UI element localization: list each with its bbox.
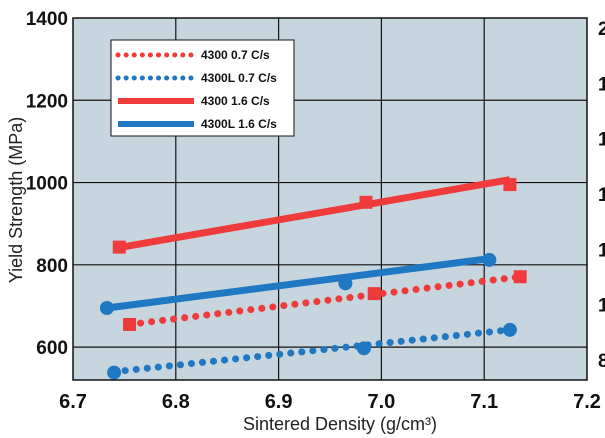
data-point-square (123, 317, 137, 331)
legend: 4300 0.7 C/s 4300L 0.7 C/s 4300 1.6 C/s 430… (110, 39, 295, 137)
right-tick-label: 1 (598, 130, 605, 151)
y-tick-label: 1000 (26, 174, 68, 195)
series-markers (99, 178, 527, 380)
data-point-square (359, 195, 373, 209)
right-tick-label: 1 (598, 74, 605, 95)
data-point-circle (356, 341, 371, 356)
data-point-square (503, 178, 517, 192)
x-axis-label: Sintered Density (g/cm³) (243, 414, 437, 434)
series-lines (106, 176, 524, 376)
right-tick-label: 1 (598, 240, 605, 261)
data-point-square (367, 287, 381, 301)
x-tick-label: 6.9 (265, 391, 293, 413)
data-point-circle (338, 276, 353, 291)
legend-label: 4300 1.6 C/s (201, 94, 270, 108)
x-tick-label: 6.8 (162, 391, 190, 413)
x-axis-ticks: 6.7 6.8 6.9 7.0 7.1 7.2 (59, 391, 601, 413)
right-axis-ticks: 8 1 1 1 1 1 2 (598, 19, 605, 372)
y-tick-label: 600 (36, 338, 68, 359)
x-tick-label: 7.0 (367, 391, 395, 413)
data-point-circle (99, 301, 114, 316)
legend-label: 4300L 0.7 C/s (201, 71, 277, 85)
y-axis-label: Yield Strength (MPa) (6, 117, 26, 283)
right-tick-label: 1 (598, 296, 605, 317)
plot-frame (72, 17, 588, 381)
data-point-circle (482, 252, 497, 267)
series-line-dotted (110, 326, 514, 376)
y-tick-label: 800 (36, 256, 68, 277)
legend-label: 4300L 1.6 C/s (201, 117, 277, 131)
series-line-solid (118, 176, 511, 251)
right-tick-label: 1 (598, 185, 605, 206)
x-tick-label: 7.2 (573, 391, 601, 413)
x-tick-label: 7.1 (470, 391, 498, 413)
y-tick-label: 1400 (26, 9, 68, 30)
y-tick-label: 1200 (26, 91, 68, 112)
data-point-square (112, 240, 126, 254)
right-tick-label: 2 (598, 19, 605, 40)
series-line-dotted (126, 273, 524, 328)
data-point-square (513, 270, 527, 284)
legend-label: 4300 0.7 C/s (201, 48, 270, 62)
x-tick-label: 6.7 (59, 391, 87, 413)
right-tick-label: 8 (598, 351, 605, 372)
data-point-circle (107, 365, 122, 380)
y-axis-ticks: 600 800 1000 1200 1400 (26, 9, 68, 359)
data-point-circle (502, 322, 517, 337)
series-line-solid (106, 255, 490, 312)
